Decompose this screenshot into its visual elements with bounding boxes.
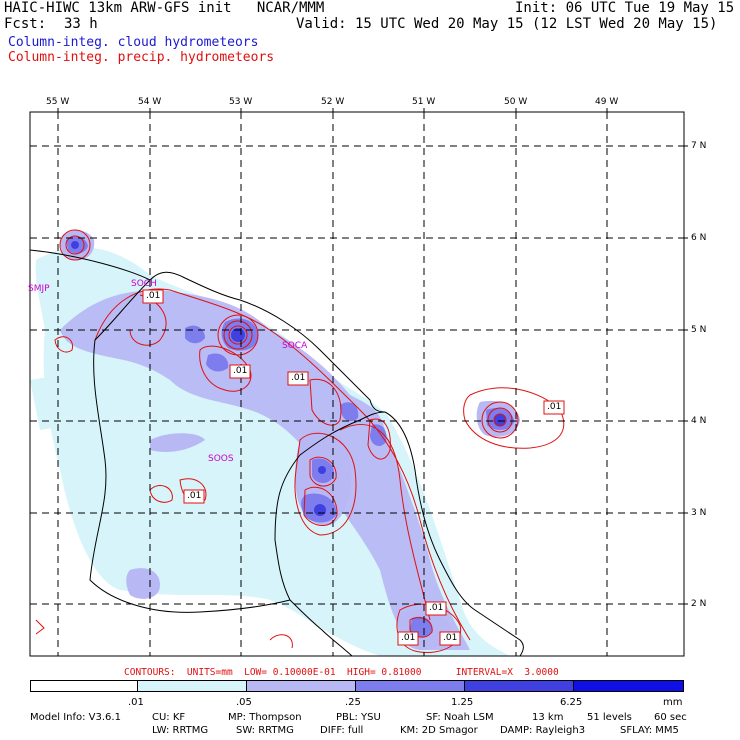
colorbar-segment — [30, 680, 138, 692]
lon-label: 49 W — [595, 97, 619, 107]
forecast-label: Fcst: — [4, 16, 47, 32]
colorbar-tick: 6.25 — [560, 697, 583, 708]
contour-label: .01 — [291, 373, 306, 383]
colorbar-unit: mm — [663, 697, 683, 708]
contour-label-boxes — [142, 289, 565, 646]
lon-label: 50 W — [504, 97, 528, 107]
lat-lon-grid — [30, 112, 684, 656]
colorbar-tick: .05 — [236, 697, 252, 708]
colorbar-tick: .01 — [128, 697, 144, 708]
lon-label: 51 W — [412, 97, 436, 107]
coastlines — [30, 249, 524, 656]
lon-label: 55 W — [46, 97, 70, 107]
station-label: SOOS — [208, 454, 234, 464]
model-info: Model Info: V3.6.1 — [30, 712, 121, 723]
station-label: SOCH — [131, 279, 157, 289]
model-info: 60 sec — [654, 712, 687, 723]
model-info: 13 km — [532, 712, 564, 723]
model-info: 51 levels — [587, 712, 632, 723]
colorbar-segment — [137, 680, 247, 692]
contour-label: .01 — [146, 291, 161, 301]
lat-label: 6 N — [691, 233, 707, 243]
colorbar-segment — [355, 680, 465, 692]
lat-label: 3 N — [691, 508, 707, 518]
colorbar-segment — [246, 680, 356, 692]
model-info: SW: RRTMG — [236, 725, 294, 736]
model-info: KM: 2D Smagor — [400, 725, 478, 736]
contour-label: .01 — [429, 603, 444, 613]
lon-label: 52 W — [321, 97, 345, 107]
forecast-hour: 33 h — [64, 16, 98, 32]
model-info: DAMP: Rayleigh3 — [500, 725, 586, 736]
model-info: SF: Noah LSM — [426, 712, 494, 723]
station-label: SMJP — [28, 284, 50, 294]
lat-label: 4 N — [691, 416, 707, 426]
contour-label: .01 — [547, 402, 562, 412]
model-info: SFLAY: MM5 — [620, 725, 679, 736]
lat-label: 5 N — [691, 325, 707, 335]
valid-time: Valid: 15 UTC Wed 20 May 15 (12 LST Wed … — [296, 16, 718, 32]
cloud-field-label: Column-integ. cloud hydrometeors — [8, 35, 259, 50]
lat-label: 2 N — [691, 599, 707, 609]
colorbar-segment — [464, 680, 574, 692]
contour-label: .01 — [443, 633, 458, 643]
contour-label: .01 — [233, 366, 248, 376]
colorbar-segment — [573, 680, 684, 692]
map-frame — [29, 111, 685, 657]
model-info: CU: KF — [152, 712, 186, 723]
model-info: LW: RRTMG — [152, 725, 209, 736]
model-info: DIFF: full — [320, 725, 364, 736]
lat-label: 7 N — [691, 141, 707, 151]
precip-field-label: Column-integ. precip. hydrometeors — [8, 50, 275, 65]
frame-ticks — [57, 108, 688, 605]
cloud-shading-darkest — [71, 241, 506, 516]
precip-contours — [35, 229, 565, 654]
model-info: MP: Thompson — [228, 712, 302, 723]
station-label: SOCA — [282, 341, 308, 351]
contour-label: .01 — [187, 491, 202, 501]
model-info: PBL: YSU — [336, 712, 381, 723]
lon-label: 54 W — [138, 97, 162, 107]
init-time: Init: 06 UTC Tue 19 May 15 — [515, 0, 735, 16]
colorbar-tick: 1.25 — [451, 697, 474, 708]
lon-label: 53 W — [229, 97, 253, 107]
contour-info: CONTOURS: UNITS=mm LOW= 0.10000E-01 HIGH… — [124, 667, 559, 678]
contour-label: .01 — [401, 633, 416, 643]
model-title: HAIC-HIWC 13km ARW-GFS init NCAR/MMM — [4, 0, 325, 16]
colorbar-tick: .25 — [345, 697, 361, 708]
